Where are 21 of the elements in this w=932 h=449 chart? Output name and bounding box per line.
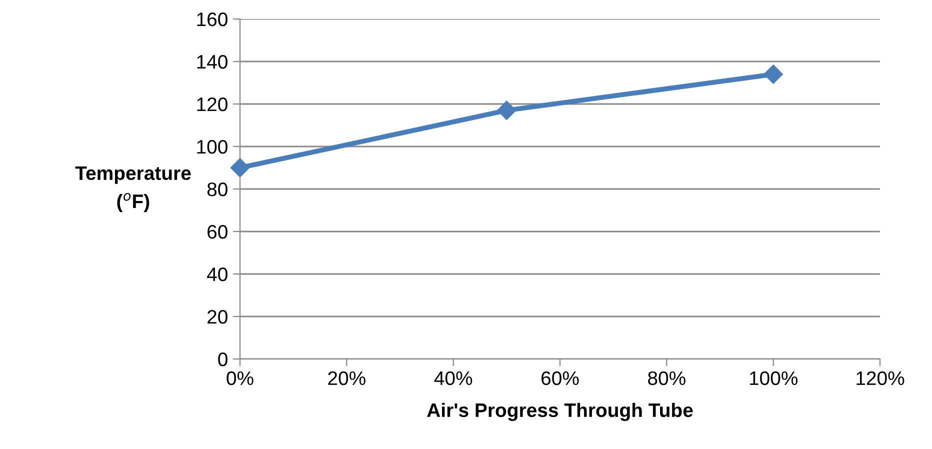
y-axis-title: Temperature ($^{o}$F) — [75, 166, 191, 212]
y-tick-label: 80 — [207, 182, 228, 196]
point — [764, 64, 783, 84]
point — [230, 158, 250, 178]
x-tick-label: 80% — [648, 371, 686, 386]
x-axis-title: Air's Progress Through Tube — [427, 402, 693, 422]
x-tick-label: 40% — [434, 371, 472, 386]
x-tick-label: 0% — [226, 371, 254, 386]
y-tick-label: 40 — [207, 267, 228, 282]
x-tick-label: 60% — [542, 371, 579, 386]
y-tick-label: 160 — [197, 12, 228, 26]
y-tick-label: 120 — [197, 97, 228, 112]
y-tick-label: 20 — [208, 310, 228, 324]
point — [497, 100, 516, 120]
x-tick-label: 120% — [856, 371, 904, 386]
y-tick-label: 100 — [197, 140, 228, 154]
y-tick-label: 0 — [218, 352, 228, 366]
y-tick-label: 140 — [197, 54, 228, 69]
y-tick-label: 60 — [208, 224, 228, 239]
x-tick-label: 20% — [328, 371, 366, 386]
x-tick-label: 100% — [750, 371, 798, 386]
